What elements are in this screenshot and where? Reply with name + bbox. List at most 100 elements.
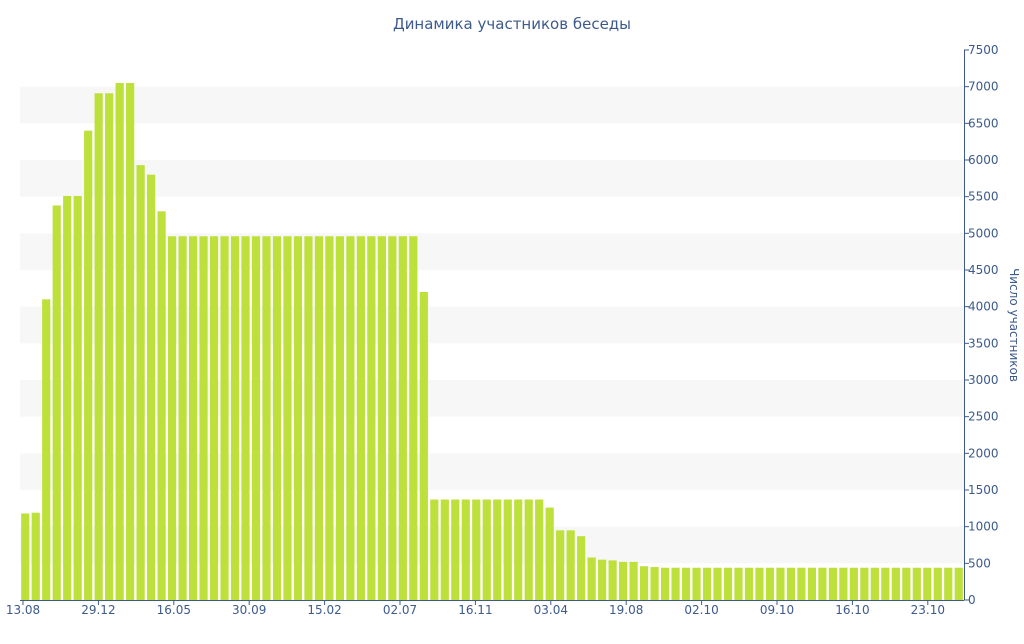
x-tick-label: 23.10 — [911, 603, 945, 617]
bar — [933, 567, 942, 600]
y-tick-label: 1000 — [968, 520, 999, 534]
bar — [451, 499, 460, 600]
bar — [157, 211, 166, 601]
grid-band — [20, 86, 964, 124]
bar — [262, 236, 271, 600]
bar — [241, 236, 250, 600]
grid-band — [20, 380, 964, 417]
bar — [21, 513, 30, 600]
bar — [818, 567, 827, 600]
y-tick-label: 5500 — [968, 190, 999, 204]
bar — [304, 236, 313, 600]
bar — [660, 567, 670, 600]
bar — [629, 561, 638, 600]
x-tick-label: 03.04 — [534, 603, 568, 617]
y-tick-label: 2000 — [968, 446, 999, 460]
bar — [167, 236, 177, 600]
x-tick-label: 30.09 — [232, 603, 266, 617]
y-tick-label: 4500 — [968, 263, 999, 277]
x-tick-label: 16.10 — [835, 603, 869, 617]
bar — [650, 567, 659, 600]
bar — [52, 205, 61, 600]
bar — [828, 567, 837, 600]
bar — [702, 567, 712, 600]
bar — [524, 499, 533, 600]
y-tick-label: 2500 — [968, 410, 999, 424]
y-axis-label: Число участников — [1007, 268, 1021, 382]
chart-title: Динамика участников беседы — [393, 15, 631, 33]
grid-band — [20, 453, 964, 490]
bar — [178, 236, 187, 600]
bar — [807, 567, 817, 600]
bar — [902, 567, 911, 600]
grid-band — [20, 160, 964, 197]
bar — [367, 236, 376, 600]
bar — [681, 567, 691, 600]
bar — [398, 236, 407, 600]
x-tick-label: 02.10 — [684, 603, 718, 617]
bar — [293, 236, 303, 600]
bar — [105, 93, 114, 601]
y-tick-label: 0 — [968, 593, 976, 607]
bar — [776, 567, 785, 600]
bar — [723, 567, 733, 600]
bar — [335, 236, 345, 600]
bar — [639, 566, 649, 600]
bar — [503, 499, 512, 600]
x-tick-label: 16.11 — [458, 603, 492, 617]
y-tick-label: 500 — [968, 556, 991, 570]
bar — [346, 236, 355, 600]
y-tick-label: 1500 — [968, 483, 999, 497]
bar — [944, 567, 953, 600]
bar — [251, 236, 261, 600]
bar — [608, 560, 617, 600]
y-tick-label: 6500 — [968, 116, 999, 130]
bar — [199, 236, 208, 600]
bar — [73, 195, 82, 600]
bar — [692, 567, 701, 600]
x-tick-label: 13.08 — [6, 603, 40, 617]
bar — [881, 567, 890, 600]
bar — [84, 130, 93, 600]
bar — [954, 567, 963, 600]
x-tick-label: 19.08 — [609, 603, 643, 617]
x-tick-label: 29.12 — [81, 603, 115, 617]
bar — [849, 567, 858, 600]
bar — [797, 567, 806, 600]
bar — [734, 567, 743, 600]
bar — [535, 499, 544, 600]
bar — [314, 236, 324, 600]
y-tick-label: 7000 — [968, 80, 999, 94]
bars-group — [21, 83, 963, 601]
bar — [577, 536, 586, 600]
bar — [209, 236, 219, 600]
axes-group: 0 500 1000 1500 2000 2500 3000 3500 4000 4500 5000… — [6, 43, 999, 617]
bar — [545, 507, 554, 600]
bar — [283, 236, 292, 600]
bar — [765, 567, 775, 600]
bar — [514, 499, 523, 600]
bar — [493, 499, 502, 600]
x-tick-label: 16.05 — [157, 603, 191, 617]
grid-band — [20, 526, 964, 564]
bar — [870, 567, 879, 600]
bar — [744, 567, 754, 600]
x-tick-label: 09.10 — [760, 603, 794, 617]
y-tick-label: 3000 — [968, 373, 999, 387]
bar — [126, 83, 135, 600]
bar — [587, 557, 596, 600]
bar — [598, 559, 607, 600]
bar — [440, 499, 449, 600]
bar — [115, 83, 124, 600]
bar — [472, 499, 481, 600]
y-tick-label: 3500 — [968, 336, 999, 350]
grid-bands — [20, 86, 964, 564]
bar — [388, 236, 397, 600]
bar — [147, 174, 156, 600]
y-tick-label: 7500 — [968, 43, 999, 57]
bar — [31, 512, 40, 600]
bar — [923, 567, 932, 600]
bar — [409, 236, 418, 600]
bar — [220, 236, 229, 600]
